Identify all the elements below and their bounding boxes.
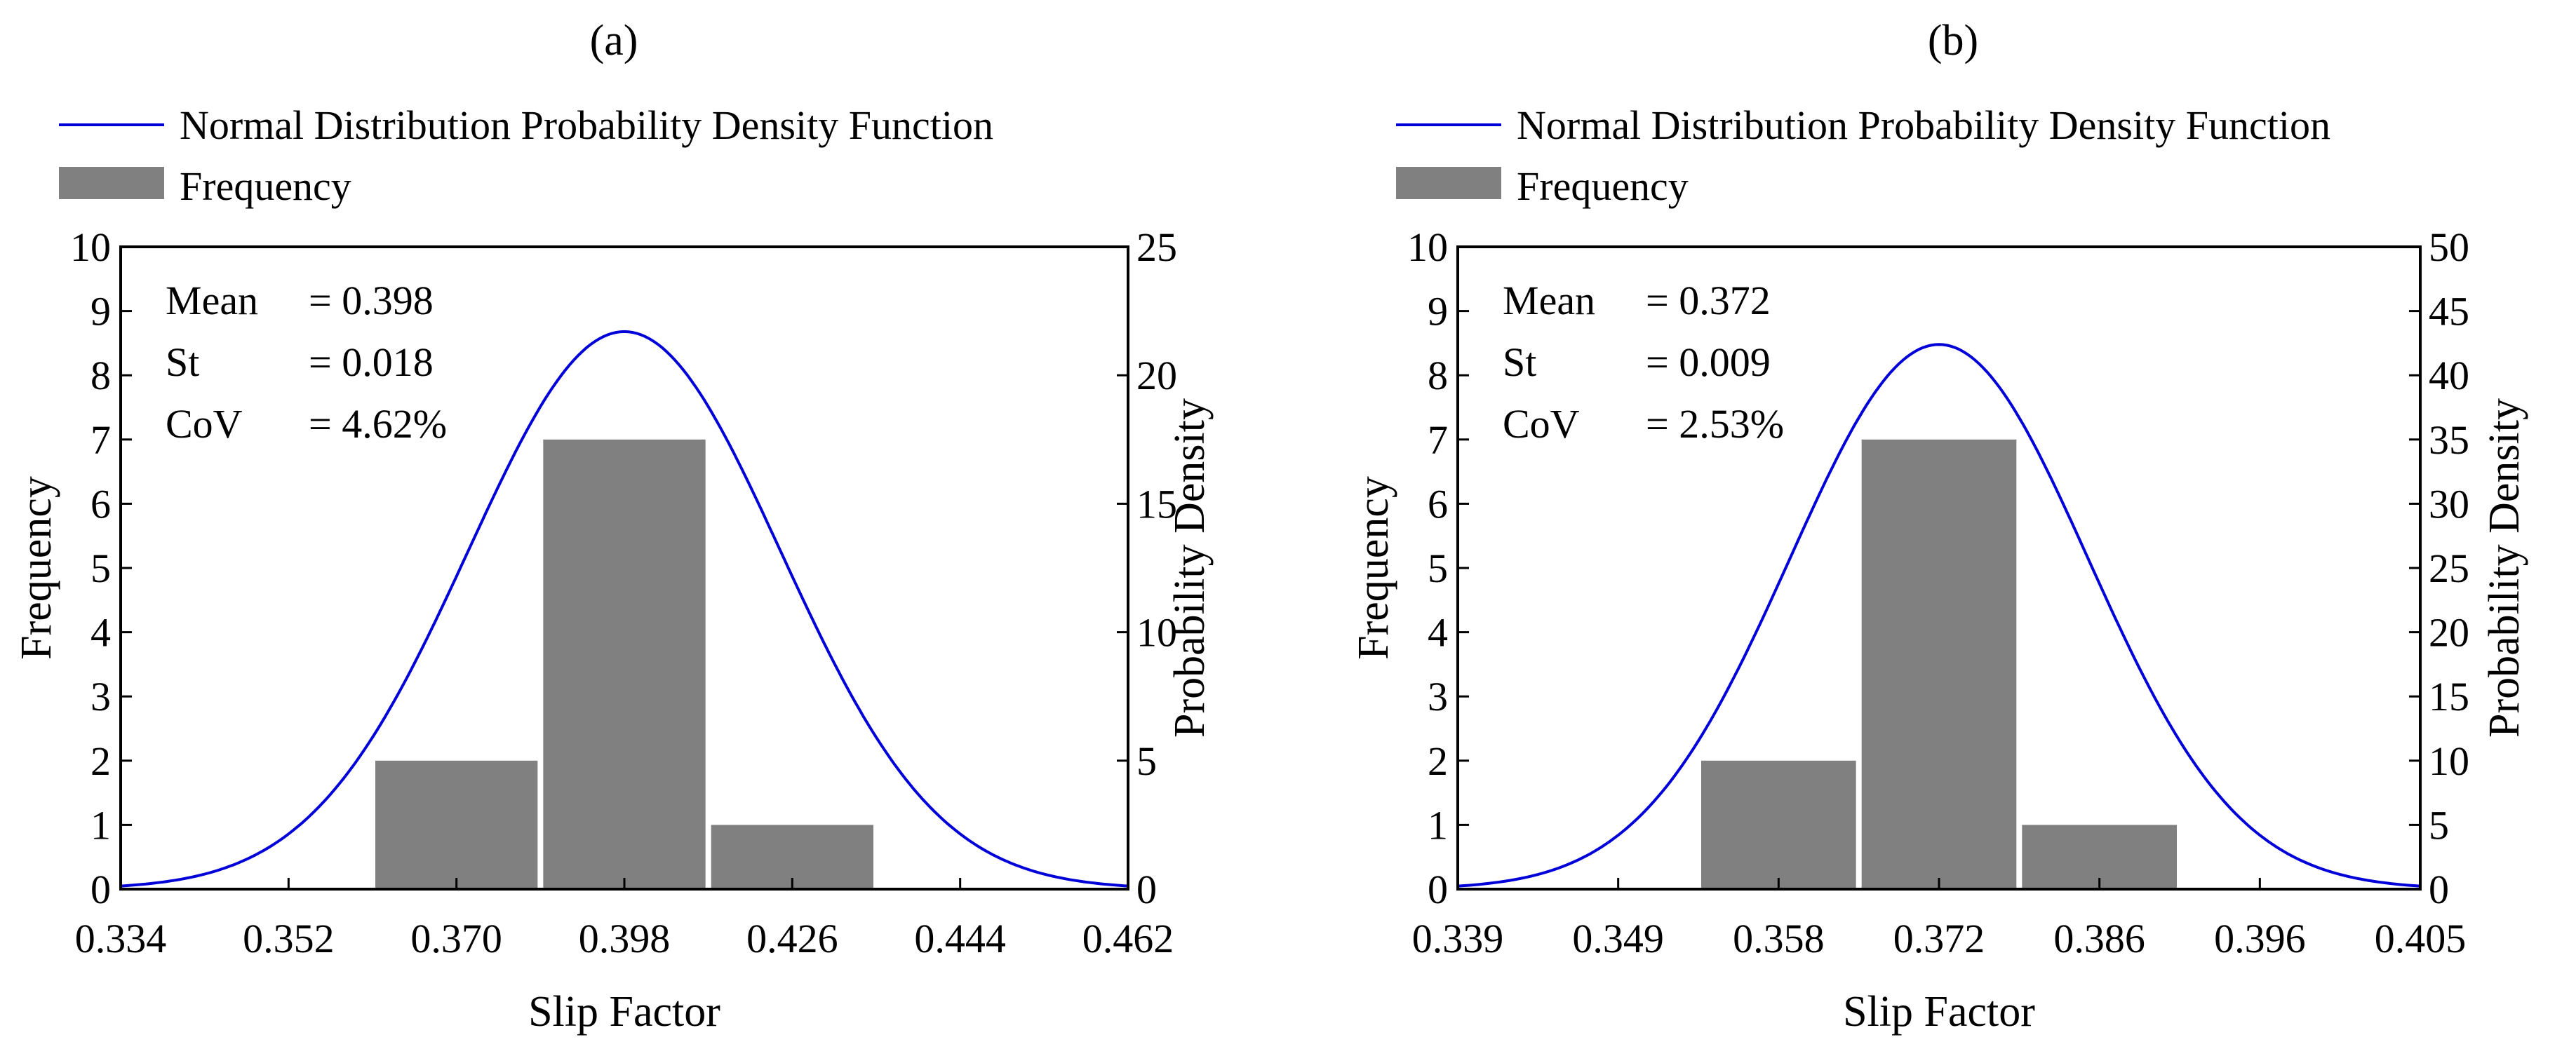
x-tick-label: 0.370 [410,916,502,961]
histogram-bar [1701,760,1856,889]
legend-bar-label: Frequency [180,163,351,209]
y-tick-label: 4 [90,610,111,656]
y2-tick-label: 10 [2429,738,2469,784]
x-tick-label: 0.426 [746,916,838,961]
stat-label: St [166,339,199,385]
y2-axis-label: Probability Density [2481,398,2528,738]
stat-value: = 4.62% [309,401,447,447]
chart-panel-a: (a) Normal Distribution Probability Densi… [13,17,1214,1036]
y-tick-label: 9 [90,289,111,334]
y-axis-label: Frequency [13,476,60,660]
x-axis-label: Slip Factor [528,988,720,1036]
y-tick-label: 5 [90,546,111,591]
legend-bar-label: Frequency [1517,163,1689,209]
y2-tick-label: 10 [1136,610,1177,656]
x-tick-label: 0.352 [243,916,335,961]
y2-tick-label: 25 [1136,224,1177,270]
histogram-bar [1861,439,2017,889]
legend-curve-label: Normal Distribution Probability Density … [180,102,993,148]
y-tick-label: 1 [1428,802,1448,848]
y-tick-label: 1 [90,802,111,848]
y-tick-label: 9 [1428,289,1448,334]
pdf-curve [1457,343,2421,888]
x-tick-label: 0.462 [1082,916,1174,961]
y-tick-label: 2 [1428,738,1448,784]
legend-bar-swatch [1396,167,1501,199]
y2-tick-label: 5 [1136,738,1157,784]
y2-axis-label: Probability Density [1166,398,1214,738]
y-tick-label: 5 [1428,546,1448,591]
stat-value: = 0.018 [309,339,434,385]
y2-tick-label: 40 [2429,353,2469,398]
y2-tick-label: 15 [1136,481,1177,527]
histogram-bar [375,760,538,889]
stat-value: = 0.009 [1646,339,1771,385]
y-tick-label: 0 [1428,867,1448,912]
x-tick-label: 0.349 [1572,916,1664,961]
x-tick-label: 0.372 [1893,916,1985,961]
x-tick-label: 0.386 [2053,916,2145,961]
y2-tick-label: 0 [1136,867,1157,912]
y-tick-label: 2 [90,738,111,784]
stat-label: Mean [1503,278,1595,323]
y2-tick-label: 50 [2429,224,2469,270]
stat-label: Mean [166,278,258,323]
y2-tick-label: 25 [2429,546,2469,591]
stat-label: CoV [1503,401,1580,447]
stat-label: St [1503,339,1536,385]
stat-label: CoV [166,401,243,447]
histogram-bar [543,439,706,889]
y-tick-label: 3 [1428,674,1448,719]
y-axis-label: Frequency [1350,476,1397,660]
x-tick-label: 0.334 [75,916,167,961]
legend-curve-label: Normal Distribution Probability Density … [1517,102,2330,148]
y-tick-label: 10 [1407,224,1448,270]
x-tick-label: 0.398 [579,916,671,961]
legend-bar-swatch [59,167,164,199]
x-tick-label: 0.405 [2375,916,2467,961]
x-tick-label: 0.339 [1412,916,1504,961]
stat-value: = 0.398 [309,278,434,323]
y2-tick-label: 15 [2429,674,2469,719]
x-tick-label: 0.444 [914,916,1006,961]
y2-tick-label: 20 [1136,353,1177,398]
y-tick-label: 10 [70,224,111,270]
x-axis-label: Slip Factor [1843,988,2035,1036]
y-tick-label: 8 [90,353,111,398]
y-tick-label: 4 [1428,610,1448,656]
y-tick-label: 0 [90,867,111,912]
x-tick-label: 0.358 [1733,916,1825,961]
y-tick-label: 6 [1428,481,1448,527]
y2-tick-label: 45 [2429,289,2469,334]
y-tick-label: 7 [1428,417,1448,463]
x-tick-label: 0.396 [2214,916,2306,961]
y-tick-label: 8 [1428,353,1448,398]
panel-label: (a) [590,17,638,65]
y2-tick-label: 5 [2429,802,2449,848]
pdf-curve [120,330,1129,888]
y2-tick-label: 30 [2429,481,2469,527]
y-tick-label: 3 [90,674,111,719]
panel-label: (b) [1928,17,1978,65]
y2-tick-label: 20 [2429,610,2469,656]
y2-tick-label: 35 [2429,417,2469,463]
y2-tick-label: 0 [2429,867,2449,912]
y-tick-label: 6 [90,481,111,527]
y-tick-label: 7 [90,417,111,463]
stat-value: = 0.372 [1646,278,1771,323]
stat-value: = 2.53% [1646,401,1784,447]
chart-panel-b: (b) Normal Distribution Probability Densi… [1350,17,2528,1036]
